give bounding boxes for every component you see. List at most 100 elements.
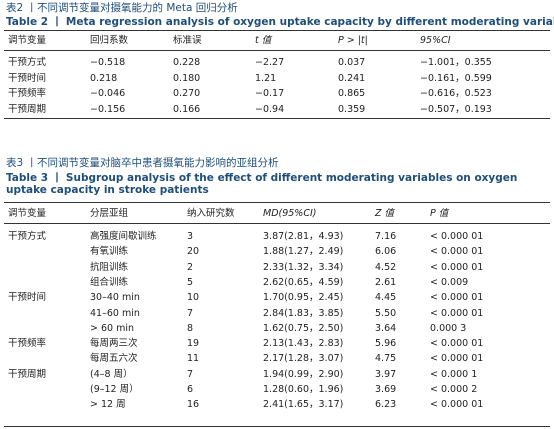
table-cell: 0.000 3 [430,322,467,334]
table-cell: < 0.000 01 [430,292,484,304]
table-title-en: Table 2 丨 Meta regression analysis of ox… [6,16,554,28]
table-cell: < 0.009 [430,276,469,288]
table-cell: < 0.000 2 [430,384,478,395]
table-cell: 7 [187,368,194,380]
table-cell: 5.50 [375,307,397,319]
table-cell: −0.616，0.523 [420,88,492,99]
table-cell: 1.70(0.95，2.45) [263,292,344,304]
table-cell: 1.88(1.27，2.49) [263,246,344,258]
table-cell: > 12 周 [90,399,126,411]
column-header: 分层亚组 [90,208,129,219]
table-cell: 0.359 [338,103,366,115]
table-cell: < 0.000 01 [430,231,484,242]
table-cell: 0.037 [338,57,366,68]
table-cell: 3.97 [375,368,397,380]
column-header: t 值 [255,35,272,46]
table-cell: 4.75 [375,353,397,365]
table-title: 表3 丨不同调节变量对脑卒中患者摄氧能力影响的亚组分析 [6,157,279,169]
table-cell: 20 [187,246,200,258]
table-cell: 每周两三次 [90,338,138,350]
table-cell: 1.94(0.99，2.90) [263,368,344,380]
table-cell: 0.166 [173,103,201,115]
table-cell: 6 [187,384,194,395]
column-header: MD(95%CI) [263,208,317,219]
table-cell: 7 [187,307,194,319]
table-title-en: Table 3 丨 Subgroup analysis of the effec… [6,172,518,196]
column-header: 标准误 [173,35,202,46]
table-cell: 0.180 [173,72,201,84]
table-cell: 2.17(1.28，3.07) [263,353,344,365]
column-header: P > |t| [338,35,368,46]
table-cell: 3.87(2.81，4.93) [263,231,344,242]
table-cell: 41–60 min [90,307,140,319]
table-rule [4,202,550,203]
table-cell: < 0.000 01 [430,261,484,273]
table-title: 表2 丨不同调节变量对摄氧能力的 Meta 回归分析 [6,2,238,14]
table-cell: 8 [187,322,194,334]
table-cell: −0.161，0.599 [420,72,492,84]
table-cell: 0.270 [173,88,201,99]
table-cell: 6.23 [375,399,397,411]
table-rule [4,223,550,224]
table-cell: 16 [187,399,200,411]
table-cell: < 0.000 01 [430,399,484,411]
group-label: 干预频率 [8,338,47,350]
table-cell: −0.94 [255,103,285,115]
table-cell: 2.13(1.43，2.83) [263,338,344,350]
table-cell: 3.64 [375,322,397,334]
table-cell: < 0.000 01 [430,246,484,258]
table-cell: < 0.000 1 [430,368,478,380]
table-cell: 2 [187,261,194,273]
table-cell: 3 [187,231,194,242]
table-rule [4,30,550,31]
table-cell: 干预方式 [8,57,47,68]
table-cell: 2.41(1.65，3.17) [263,399,344,411]
table-cell: 有氧训练 [90,246,129,258]
table-cell: 干预时间 [8,72,47,84]
table-cell: < 0.000 01 [430,307,484,319]
table-cell: −0.507，0.193 [420,103,492,115]
table-cell: −0.156 [90,103,126,115]
table-cell: > 60 min [90,322,135,334]
table-cell: 0.218 [90,72,118,84]
group-label: 干预周期 [8,368,47,380]
table-rule [4,50,550,51]
table-cell: 组合训练 [90,276,129,288]
table-cell: 1.62(0.75，2.50) [263,322,344,334]
column-header: 调节变量 [8,208,47,219]
table-cell: 0.241 [338,72,366,84]
table-cell: 0.865 [338,88,366,99]
table-cell: 1.28(0.60，1.96) [263,384,344,395]
table-cell: −0.518 [90,57,126,68]
table-cell: (4–8 周） [90,368,133,380]
column-header: P 值 [430,208,449,219]
column-header: Z 值 [375,208,395,219]
table-rule [4,118,550,119]
table-cell: 高强度间歇训练 [90,231,157,242]
table-cell: 5.96 [375,338,397,350]
table-cell: 干预周期 [8,103,47,115]
column-header: 95%CI [420,35,451,46]
table-cell: 2.61 [375,276,397,288]
table-cell: 4.52 [375,261,397,273]
table-cell: 3.69 [375,384,397,395]
column-header: 纳入研究数 [187,208,235,219]
table-cell: 干预频率 [8,88,47,99]
table-cell: 5 [187,276,194,288]
group-label: 干预时间 [8,292,47,304]
table-cell: −0.046 [90,88,126,99]
table-cell: −2.27 [255,57,285,68]
table-cell: 19 [187,338,200,350]
column-header: 回归系数 [90,35,129,46]
table-cell: 10 [187,292,200,304]
table-cell: 0.228 [173,57,201,68]
table-cell: 2.33(1.32，3.34) [263,261,344,273]
group-label: 干预方式 [8,231,47,242]
table-cell: 2.84(1.83，3.85) [263,307,344,319]
table-cell: 1.21 [255,72,277,84]
table-cell: 抗阻训练 [90,261,129,273]
table-cell: < 0.000 01 [430,353,484,365]
table-cell: 6.06 [375,246,397,258]
column-header: 调节变量 [8,35,47,46]
table-cell: −0.17 [255,88,285,99]
